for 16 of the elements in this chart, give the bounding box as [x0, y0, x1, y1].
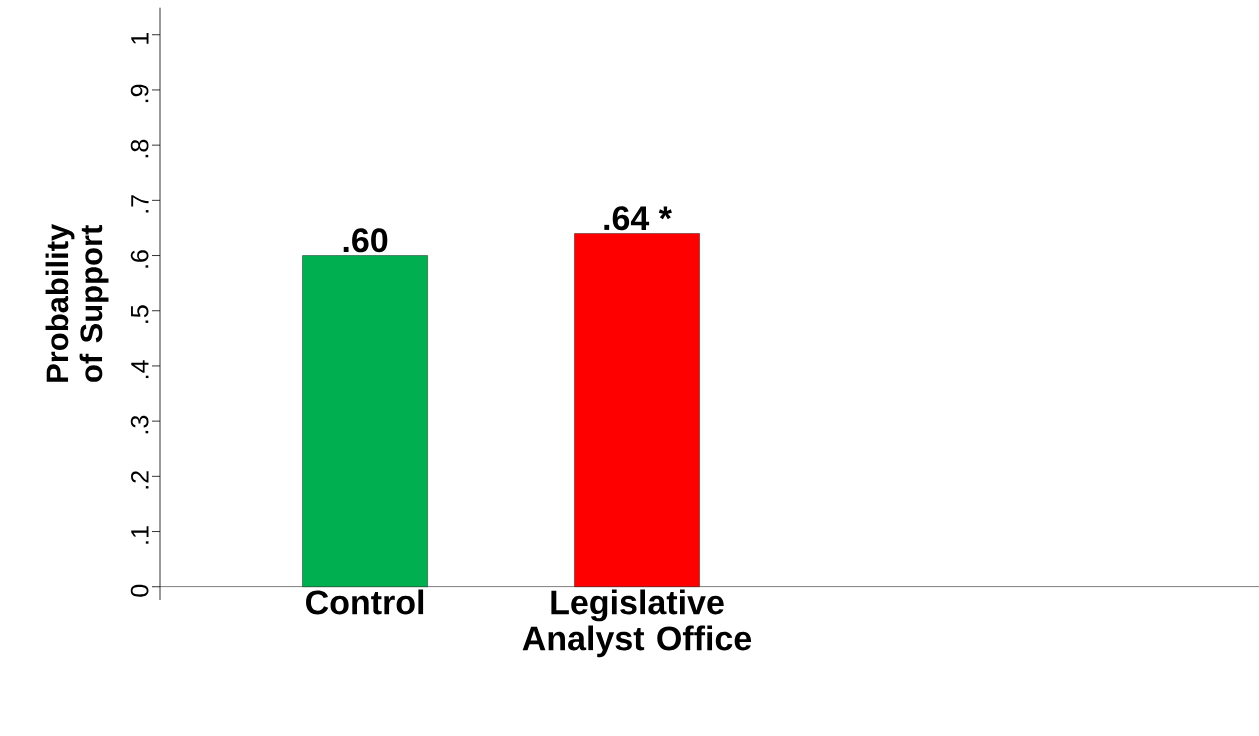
x-tick-label: Control — [306, 589, 424, 615]
y-axis-title: Probability of Support — [45, 223, 109, 382]
data-label: .64 * — [604, 206, 672, 231]
data-label: .60 — [343, 228, 388, 253]
y-tick-label: .4 — [131, 360, 149, 379]
y-tick-label: .8 — [130, 139, 149, 158]
y-tick-label: .2 — [131, 471, 149, 489]
y-tick-label: 0 — [130, 584, 149, 597]
y-tick-label: 1 — [131, 33, 149, 44]
y-tick-label: .7 — [131, 195, 149, 213]
y-tick-label: .6 — [130, 250, 149, 268]
y-tick-label: .9 — [130, 84, 149, 103]
y-tick-label: .1 — [131, 526, 149, 544]
x-tick-label: Legislative Analyst Office — [522, 589, 752, 658]
y-tick-label: .3 — [130, 415, 149, 434]
y-tick-label: .5 — [131, 305, 149, 323]
